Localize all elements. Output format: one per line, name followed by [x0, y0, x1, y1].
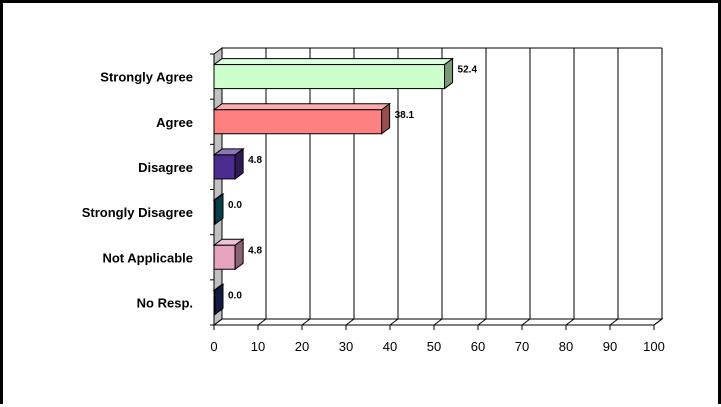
floor-gridline: [565, 318, 575, 326]
floor-gridline: [521, 318, 531, 326]
bar-end-face: [381, 102, 391, 135]
x-tick-label: 60: [471, 339, 485, 354]
floor-gridline: [389, 318, 399, 326]
category-label: Strongly Agree: [100, 70, 193, 85]
bar-end-face: [234, 238, 244, 271]
floor-gridline: [345, 318, 355, 326]
category-label: Agree: [156, 115, 193, 130]
data-label: 4.8: [248, 245, 262, 256]
floor-gridline: [653, 318, 663, 326]
plot-side-wall: [213, 47, 223, 326]
category-label: No Resp.: [137, 295, 193, 310]
x-tick-label: 50: [427, 339, 441, 354]
x-tick-label: 0: [210, 339, 217, 354]
x-tick-label: 70: [515, 339, 529, 354]
bar-end-face: [444, 57, 454, 90]
category-label: Strongly Disagree: [82, 205, 193, 220]
bar: [213, 64, 446, 90]
data-label: 38.1: [395, 110, 415, 121]
x-tick-label: 30: [339, 339, 353, 354]
bar: [213, 244, 236, 270]
floor-gridline: [609, 318, 619, 326]
bar-chart: 0 10 20 30 40 50 60 70 80 90 100 52.4 Strongly Agree…: [82, 47, 665, 354]
bar-end-face: [214, 283, 224, 316]
bar: [213, 154, 236, 180]
x-tick-label: 20: [295, 339, 309, 354]
x-tick-label: 80: [559, 339, 573, 354]
bar-end-face: [234, 147, 244, 180]
bar-end-face: [214, 193, 224, 226]
data-label: 4.8: [248, 155, 262, 166]
x-tick-label: 90: [603, 339, 617, 354]
bar-top-face: [212, 58, 455, 66]
data-label: 52.4: [458, 65, 478, 76]
bar-top-face: [212, 103, 392, 111]
x-tick-label: 40: [383, 339, 397, 354]
floor-gridline: [257, 318, 267, 326]
bar: [213, 109, 383, 135]
floor-gridline: [301, 318, 311, 326]
x-tick-label: 100: [643, 339, 665, 354]
category-label: Not Applicable: [102, 250, 193, 265]
data-label: 0.0: [228, 290, 242, 301]
floor-gridline: [433, 318, 443, 326]
category-label: Disagree: [138, 160, 193, 175]
data-label: 0.0: [228, 200, 242, 211]
floor-gridline: [477, 318, 487, 326]
x-tick-label: 10: [251, 339, 265, 354]
